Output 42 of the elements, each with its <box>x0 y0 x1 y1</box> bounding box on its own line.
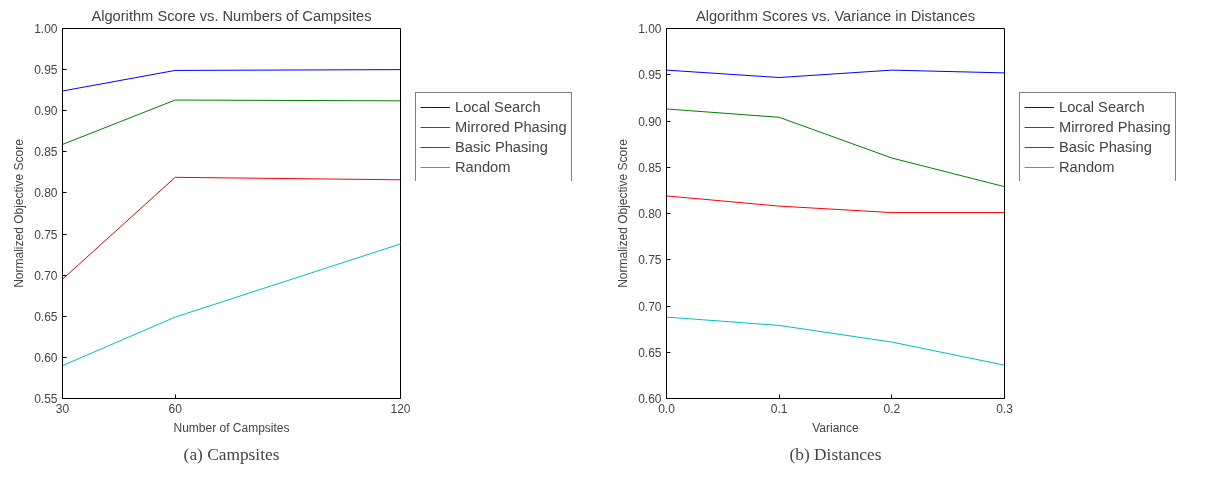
x-tick-label: 60 <box>168 401 183 416</box>
legend-label: Mirrored Phasing <box>455 117 567 136</box>
y-tick-label: 0.85 <box>34 145 58 160</box>
y-tick-label: 0.75 <box>34 227 58 242</box>
y-tick-label: 0.65 <box>34 309 58 324</box>
y-tick-label: 0.90 <box>34 104 58 119</box>
chart-title: Algorithm Score vs. Numbers of Campsites <box>91 7 372 24</box>
x-tick-label: 120 <box>390 401 411 416</box>
y-tick-label: 1.00 <box>34 22 58 36</box>
legend-label: Mirrored Phasing <box>1059 117 1171 136</box>
y-axis-title: Normalized Objective Score <box>12 138 27 288</box>
y-tick-label: 0.95 <box>34 63 58 78</box>
y-tick-label: 0.70 <box>638 299 662 314</box>
x-tick-label: 0.3 <box>996 401 1014 416</box>
y-tick-label: 1.00 <box>638 22 662 36</box>
y-tick-label: 0.55 <box>34 392 58 406</box>
y-tick-label: 0.85 <box>638 160 662 175</box>
line-series <box>666 316 1005 366</box>
text: (a) Campsites <box>183 444 280 464</box>
y-axis-title: Normalized Objective Score <box>616 138 631 288</box>
legend-label: Basic Phasing <box>1059 137 1152 156</box>
legend-label: Basic Phasing <box>455 137 548 156</box>
y-tick-label: 0.70 <box>34 268 58 283</box>
legend-label: Random <box>1059 157 1115 176</box>
line-series <box>666 108 1005 188</box>
legend-label: Local Search <box>1059 97 1145 116</box>
x-axis-title: Number of Campsites <box>173 420 290 435</box>
chart-title: Algorithm Scores vs. Variance in Distances <box>695 7 976 24</box>
text: (b) Distances <box>789 444 882 464</box>
y-tick-label: 0.60 <box>638 392 662 406</box>
y-tick-label: 0.90 <box>638 114 662 129</box>
y-tick-label: 0.60 <box>34 350 58 365</box>
x-axis-title: Variance <box>812 420 860 435</box>
legend-label: Random <box>455 157 511 176</box>
y-tick-label: 0.95 <box>638 68 662 83</box>
y-tick-label: 0.80 <box>638 207 662 221</box>
y-tick-label: 0.80 <box>34 186 58 201</box>
y-tick-label: 0.65 <box>638 345 662 360</box>
x-tick-label: 0.1 <box>770 401 788 416</box>
x-tick-label: 0.2 <box>883 401 901 416</box>
y-tick-label: 0.75 <box>638 253 662 268</box>
legend-label: Local Search <box>455 97 541 116</box>
